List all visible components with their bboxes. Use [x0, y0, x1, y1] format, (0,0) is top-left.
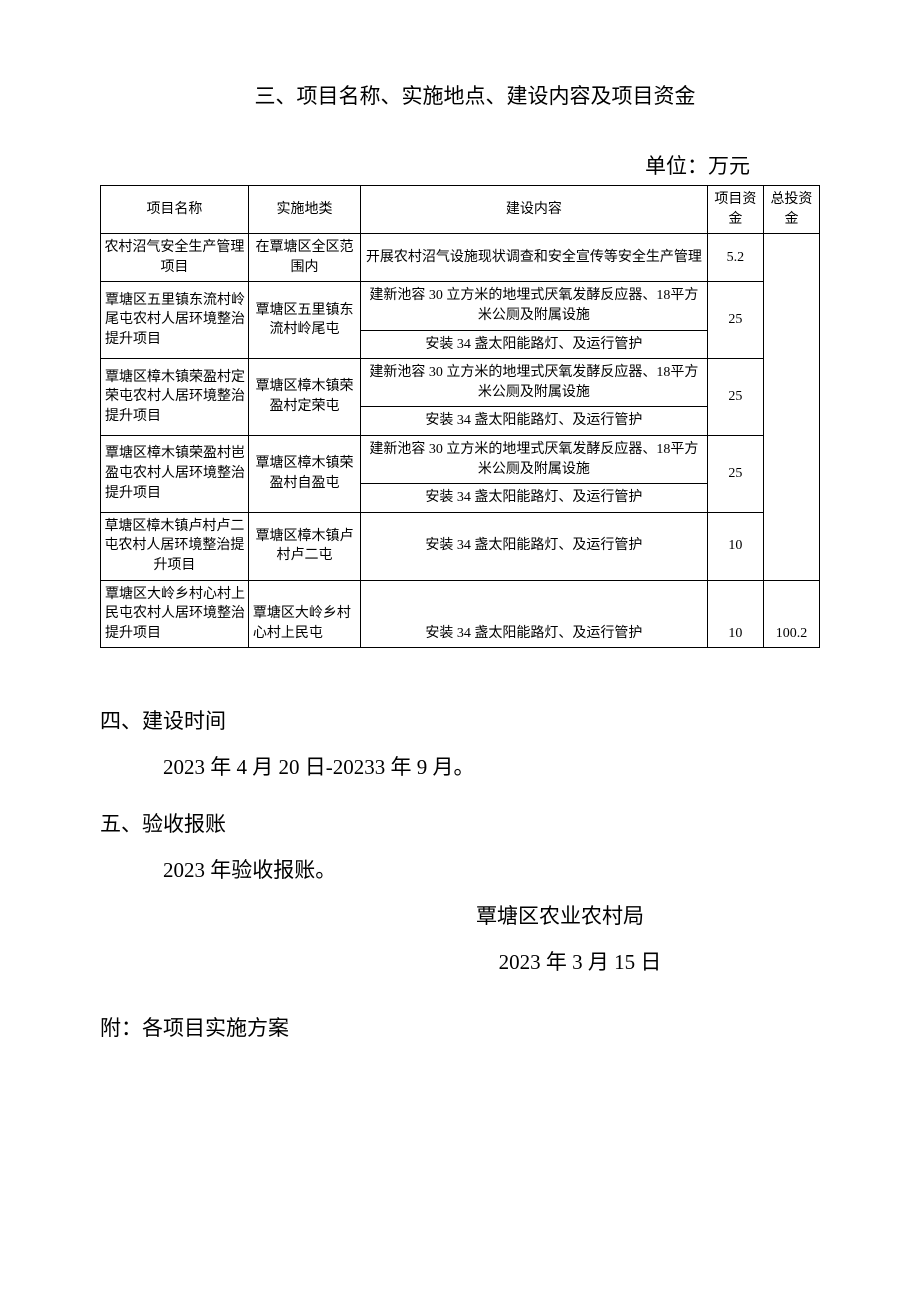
cell-content: 建新池容 30 立方米的地埋式厌氧发酵反应器、18平方米公厕及附属设施	[361, 282, 708, 330]
cell-fund: 25	[707, 435, 763, 512]
table-row: 覃塘区大岭乡村心村上民屯农村人居环境整治提升项目 覃塘区大岭乡村心村上民屯 安装…	[101, 580, 820, 648]
th-fund: 项目资金	[707, 186, 763, 234]
cell-fund: 25	[707, 359, 763, 436]
cell-name: 覃塘区樟木镇荣盈村定荣屯农村人居环境整治提升项目	[101, 359, 249, 436]
attachment-line: 附：各项目实施方案	[100, 1005, 820, 1051]
table-row: 覃塘区樟木镇荣盈村岜盈屯农村人居环境整治提升项目 覃塘区樟木镇荣盈村自盈屯 建新…	[101, 435, 820, 483]
th-name: 项目名称	[101, 186, 249, 234]
cell-fund: 25	[707, 282, 763, 359]
th-location: 实施地类	[248, 186, 360, 234]
table-row: 草塘区樟木镇卢村卢二屯农村人居环境整治提升项目 覃塘区樟木镇卢村卢二屯 安装 3…	[101, 512, 820, 580]
th-total: 总投资金	[763, 186, 819, 234]
cell-name: 农村沼气安全生产管理项目	[101, 234, 249, 282]
section4-body: 2023 年 4 月 20 日-20233 年 9 月。	[121, 744, 820, 790]
table-header-row: 项目名称 实施地类 建设内容 项目资金 总投资金	[101, 186, 820, 234]
cell-fund: 5.2	[707, 234, 763, 282]
cell-content: 安装 34 盏太阳能路灯、及运行管护	[361, 484, 708, 513]
cell-name: 草塘区樟木镇卢村卢二屯农村人居环境整治提升项目	[101, 512, 249, 580]
project-table: 项目名称 实施地类 建设内容 项目资金 总投资金 农村沼气安全生产管理项目 在覃…	[100, 185, 820, 648]
cell-content: 开展农村沼气设施现状调查和安全宣传等安全生产管理	[361, 234, 708, 282]
table-row: 农村沼气安全生产管理项目 在覃塘区全区范围内 开展农村沼气设施现状调查和安全宣传…	[101, 234, 820, 282]
table-row: 覃塘区五里镇东流村岭尾屯农村人居环境整治提升项目 覃塘区五里镇东流村岭尾屯 建新…	[101, 282, 820, 330]
section4-title: 四、建设时间	[100, 698, 820, 744]
cell-content: 建新池容 30 立方米的地埋式厌氧发酵反应器、18平方米公厕及附属设施	[361, 359, 708, 407]
cell-location: 覃塘区大岭乡村心村上民屯	[248, 580, 360, 648]
section5-title: 五、验收报账	[100, 801, 820, 847]
cell-name: 覃塘区樟木镇荣盈村岜盈屯农村人居环境整治提升项目	[101, 435, 249, 512]
th-content: 建设内容	[361, 186, 708, 234]
signature-org: 覃塘区农业农村局	[100, 893, 820, 939]
cell-location: 在覃塘区全区范围内	[248, 234, 360, 282]
cell-name: 覃塘区五里镇东流村岭尾屯农村人居环境整治提升项目	[101, 282, 249, 359]
section3-title: 三、项目名称、实施地点、建设内容及项目资金	[100, 80, 820, 110]
table-row: 覃塘区樟木镇荣盈村定荣屯农村人居环境整治提升项目 覃塘区樟木镇荣盈村定荣屯 建新…	[101, 359, 820, 407]
section5-body: 2023 年验收报账。	[121, 847, 820, 893]
signature-date: 2023 年 3 月 15 日	[100, 939, 820, 985]
cell-content: 建新池容 30 立方米的地埋式厌氧发酵反应器、18平方米公厕及附属设施	[361, 435, 708, 483]
cell-location: 覃塘区樟木镇卢村卢二屯	[248, 512, 360, 580]
cell-total: 100.2	[763, 580, 819, 648]
cell-location: 覃塘区五里镇东流村岭尾屯	[248, 282, 360, 359]
cell-fund: 10	[707, 580, 763, 648]
unit-label: 单位：万元	[100, 150, 820, 180]
cell-name: 覃塘区大岭乡村心村上民屯农村人居环境整治提升项目	[101, 580, 249, 648]
cell-location: 覃塘区樟木镇荣盈村自盈屯	[248, 435, 360, 512]
cell-content: 安装 34 盏太阳能路灯、及运行管护	[361, 330, 708, 359]
cell-content: 安装 34 盏太阳能路灯、及运行管护	[361, 407, 708, 436]
cell-location: 覃塘区樟木镇荣盈村定荣屯	[248, 359, 360, 436]
cell-content: 安装 34 盏太阳能路灯、及运行管护	[361, 580, 708, 648]
cell-content: 安装 34 盏太阳能路灯、及运行管护	[361, 512, 708, 580]
cell-total-span	[763, 234, 819, 580]
cell-fund: 10	[707, 512, 763, 580]
